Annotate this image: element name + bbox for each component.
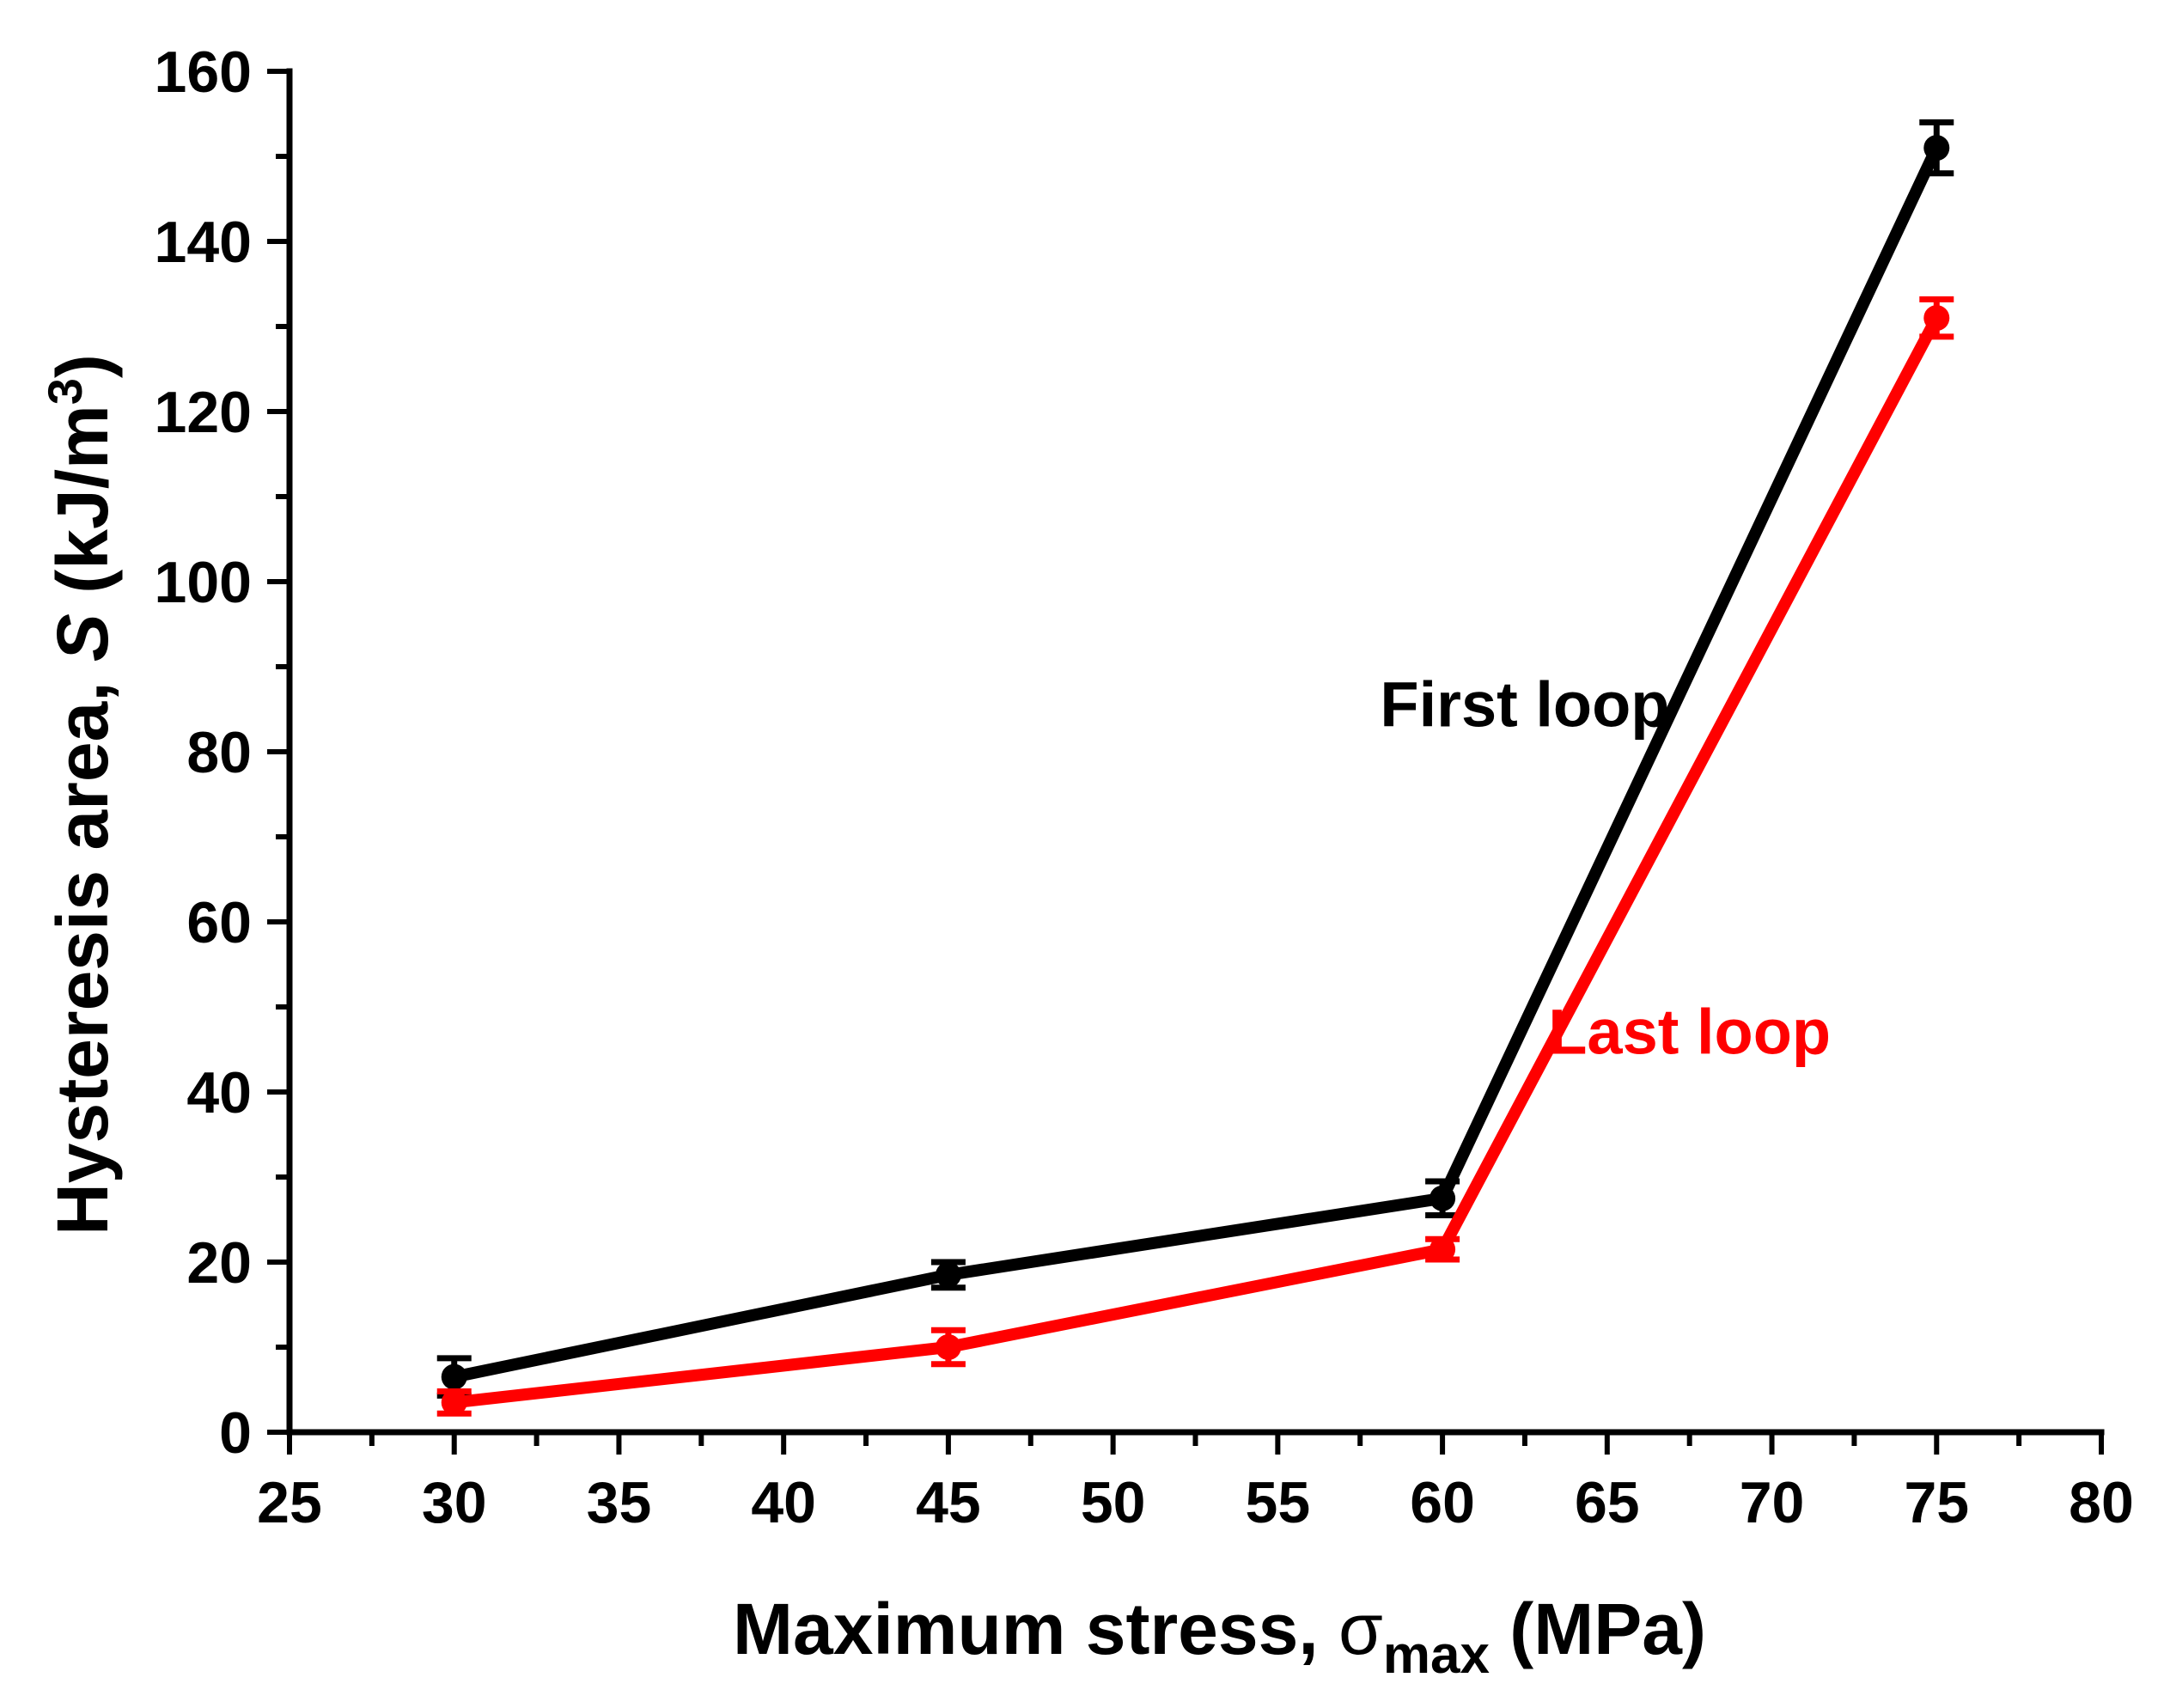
x-tick-label: 25	[257, 1470, 322, 1535]
x-title-main: Maximum stress,	[733, 1589, 1338, 1669]
x-tick-label: 55	[1246, 1470, 1311, 1535]
x-tick-label: 80	[2069, 1470, 2134, 1535]
y-tick-label: 40	[186, 1060, 252, 1125]
axes	[286, 68, 2105, 1436]
annotation-first-loop: First loop	[1380, 668, 1669, 740]
y-ticks: 0 20 40 60 80 100 120 140 160	[155, 40, 290, 1466]
x-tick-label: 75	[1904, 1470, 1969, 1535]
data-point-last-loop	[1430, 1236, 1456, 1263]
data-point-first-loop	[1923, 135, 1950, 162]
y-tick-label: 0	[219, 1400, 252, 1466]
y-tick-label: 120	[155, 380, 252, 445]
x-tick-label: 60	[1410, 1470, 1475, 1535]
y-tick-label: 160	[155, 40, 252, 105]
x-ticks: 25 30 35 40 45 50 55 60 65 70 75 80	[257, 1432, 2134, 1535]
y-tick-label: 140	[155, 210, 252, 275]
data-point-last-loop	[1923, 305, 1950, 332]
series-first-loop	[436, 119, 1954, 1399]
y-title-main: Hysteresis area,	[42, 662, 123, 1235]
y-tick-label: 20	[186, 1230, 252, 1296]
data-point-first-loop	[441, 1363, 467, 1390]
x-tick-label: 40	[751, 1470, 816, 1535]
annotations: First loop Last loop	[1380, 668, 1831, 1067]
y-title-superscript: 3	[38, 378, 92, 405]
x-axis-title: Maximum stress, σmax (MPa)	[733, 1589, 1706, 1685]
x-title-unit: (MPa)	[1490, 1589, 1706, 1669]
y-title-symbol: S	[42, 613, 123, 662]
x-title-symbol: σ	[1338, 1589, 1383, 1669]
series-layer	[436, 119, 1954, 1417]
data-point-last-loop	[441, 1389, 467, 1416]
x-tick-label: 50	[1081, 1470, 1146, 1535]
y-tick-label: 100	[155, 550, 252, 615]
series-line-first-loop	[453, 145, 1942, 1383]
data-point-last-loop	[935, 1334, 961, 1360]
y-title-unit-prefix: (kJ/m	[42, 405, 123, 613]
series-line-last-loop	[453, 314, 1942, 1409]
annotation-last-loop: Last loop	[1548, 996, 1831, 1067]
y-title-unit-suffix: )	[42, 354, 123, 378]
y-axis-title: Hysteresis area, S (kJ/m3)	[38, 354, 123, 1235]
y-tick-label: 60	[186, 890, 252, 955]
x-tick-label: 30	[422, 1470, 487, 1535]
x-tick-label: 45	[916, 1470, 981, 1535]
data-point-first-loop	[1430, 1185, 1456, 1211]
x-title-subscript: max	[1383, 1626, 1490, 1685]
x-tick-label: 65	[1575, 1470, 1640, 1535]
y-tick-label: 80	[186, 720, 252, 785]
x-tick-label: 70	[1740, 1470, 1805, 1535]
x-tick-label: 35	[587, 1470, 652, 1535]
data-point-first-loop	[935, 1261, 961, 1288]
series-last-loop	[436, 296, 1954, 1417]
